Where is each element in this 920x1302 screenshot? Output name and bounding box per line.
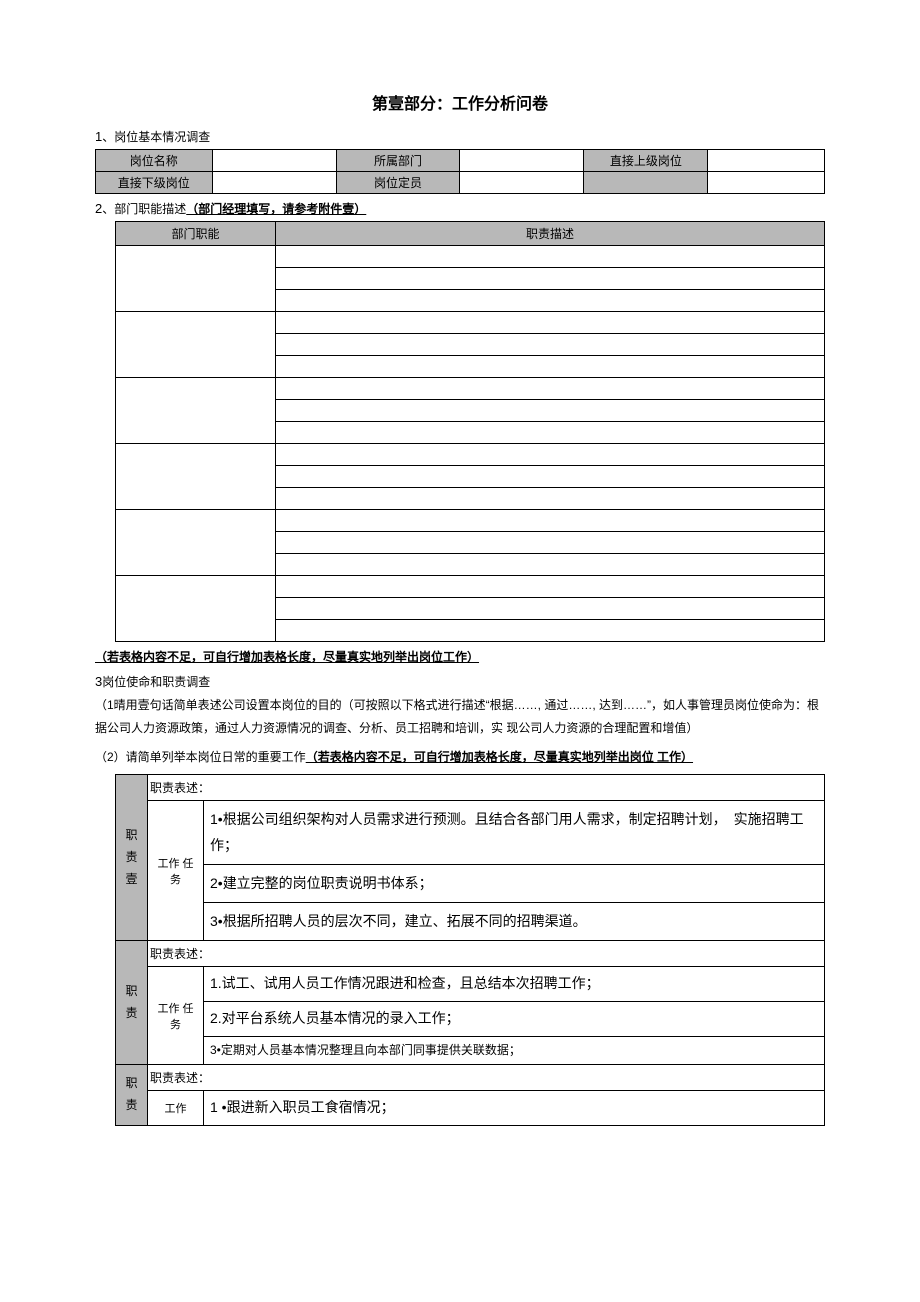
cell-job-name-value bbox=[212, 150, 336, 172]
para-2: （2）请简单列举本岗位日常的重要工作（若表格内容不足，可自行增加表格长度，尽量真… bbox=[95, 746, 825, 769]
th-function: 部门职能 bbox=[116, 222, 276, 246]
section-2-text: 、部门职能描述 bbox=[102, 202, 186, 216]
section-2-label: 2、部门职能描述（部门经理填写，请参考附件壹） bbox=[95, 200, 825, 217]
duty-2-label: 职责表述： bbox=[148, 941, 825, 967]
cell-r2c5 bbox=[584, 172, 708, 194]
cell-subordinate-value bbox=[212, 172, 336, 194]
cell-dept-label: 所属部门 bbox=[336, 150, 460, 172]
duty-3-header: 职责 bbox=[116, 1064, 148, 1125]
cell-quota-label: 岗位定员 bbox=[336, 172, 460, 194]
cell-superior-label: 直接上级岗位 bbox=[584, 150, 708, 172]
section-3-text: 岗位使命和职责调查 bbox=[102, 675, 210, 689]
para-1: （1晴用壹句话简单表述公司设置本岗位的目的（可按照以下格式进行描述“根据……, … bbox=[95, 694, 825, 740]
cell-quota-value bbox=[460, 172, 584, 194]
cell-job-name-label: 岗位名称 bbox=[96, 150, 213, 172]
section-1-text: 、岗位基本情况调查 bbox=[102, 130, 210, 144]
section-2-emph: （部门经理填写，请参考附件壹） bbox=[186, 202, 366, 216]
duty-1-label: 职责表述： bbox=[148, 775, 825, 801]
duty-1-task-1: 1•根据公司组织架构对人员需求进行预测。且结合各部门用人需求，制定招聘计划， 实… bbox=[204, 801, 825, 864]
duty-1-sub: 工作 任务 bbox=[148, 801, 204, 941]
duty-3-label: 职责表述： bbox=[148, 1064, 825, 1090]
duties-table: 职责壹 职责表述： 工作 任务 1•根据公司组织架构对人员需求进行预测。且结合各… bbox=[115, 774, 825, 1125]
table-note: （若表格内容不足，可自行增加表格长度，尽量真实地列举出岗位工作） bbox=[95, 648, 825, 665]
duty-3-task-1: 1 •跟进新入职员工食宿情况； bbox=[204, 1090, 825, 1125]
duty-2-sub: 工作 任务 bbox=[148, 967, 204, 1065]
section-3-label: 3岗位使命和职责调查 bbox=[95, 673, 825, 690]
cell-superior-value bbox=[708, 150, 825, 172]
duty-2-header: 职责 bbox=[116, 941, 148, 1065]
duty-3-sub: 工作 bbox=[148, 1090, 204, 1125]
cell-subordinate-label: 直接下级岗位 bbox=[96, 172, 213, 194]
duty-2-task-2: 2.对平台系统人员基本情况的录入工作； bbox=[204, 1001, 825, 1036]
section-1-label: 1、岗位基本情况调查 bbox=[95, 128, 825, 145]
para-2b: （若表格内容不足，可自行增加表格长度，尽量真实地列举出岗位 工作） bbox=[306, 750, 693, 764]
duty-1-task-3: 3•根据所招聘人员的层次不同，建立、拓展不同的招聘渠道。 bbox=[204, 902, 825, 940]
duty-2-task-1: 1.试工、试用人员工作情况跟进和检查，且总结本次招聘工作； bbox=[204, 967, 825, 1002]
th-desc: 职责描述 bbox=[276, 222, 825, 246]
page-title: 第壹部分：工作分析问卷 bbox=[95, 90, 825, 114]
cell-dept-value bbox=[460, 150, 584, 172]
duty-2-task-3: 3•定期对人员基本情况整理且向本部门同事提供关联数据； bbox=[204, 1036, 825, 1064]
cell-r2c6 bbox=[708, 172, 825, 194]
duty-1-task-2: 2•建立完整的岗位职责说明书体系； bbox=[204, 864, 825, 902]
dept-function-table: 部门职能 职责描述 bbox=[115, 221, 825, 642]
duty-1-header: 职责壹 bbox=[116, 775, 148, 941]
para-2a: （2）请简单列举本岗位日常的重要工作 bbox=[95, 750, 306, 764]
basic-info-table: 岗位名称 所属部门 直接上级岗位 直接下级岗位 岗位定员 bbox=[95, 149, 825, 194]
